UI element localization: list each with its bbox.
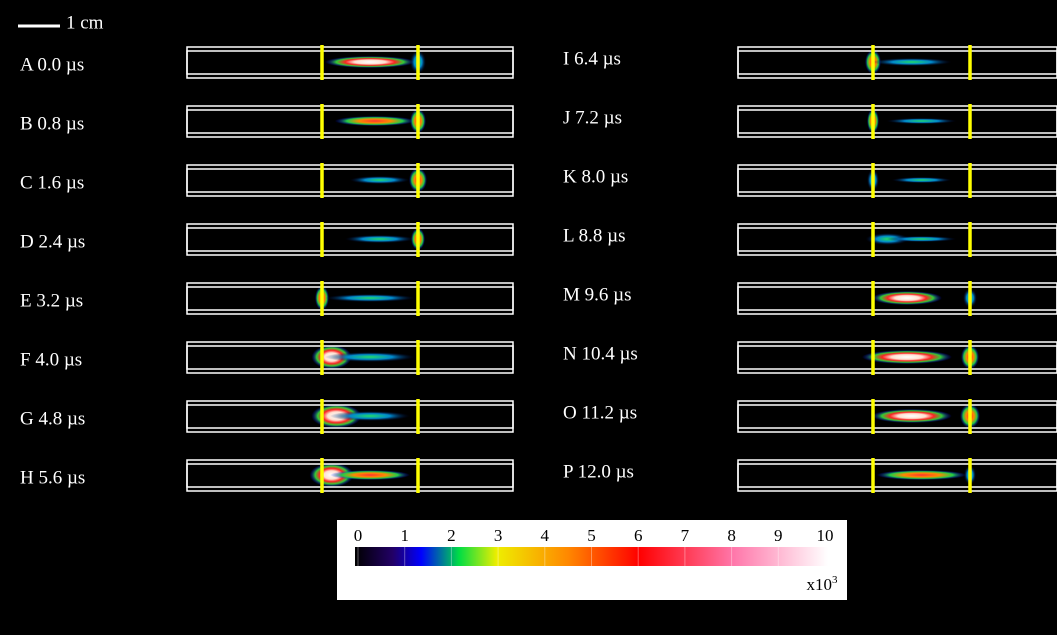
panel-label: D 2.4 µs — [20, 231, 85, 252]
tube-inner — [737, 227, 1057, 252]
tube-inner — [186, 286, 514, 311]
panels: A 0.0 µs B 0.8 µs C 1.6 µs D 2.4 µs E 3.2 µs… — [20, 45, 1057, 493]
panel-label: B 0.8 µs — [20, 113, 84, 134]
tube-inner — [186, 345, 514, 370]
colorbar-tick-label: 1 — [400, 526, 409, 545]
plasma-glow — [876, 470, 967, 480]
plasma-glow — [861, 350, 952, 364]
panel-label: I 6.4 µs — [563, 48, 621, 69]
scale-label: 1 cm — [66, 12, 104, 33]
tube-inner — [186, 463, 514, 488]
colorbar-tick-label: 3 — [494, 526, 503, 545]
plasma-glow — [349, 176, 410, 184]
colorbar-tick-label: 8 — [727, 526, 736, 545]
plasma-glow — [334, 116, 415, 126]
colorbar-tick-label: 0 — [354, 526, 363, 545]
plasma-glow — [886, 118, 957, 124]
colorbar-multiplier: x103 — [807, 574, 839, 594]
panel-label: L 8.8 µs — [563, 225, 626, 246]
plasma-glow — [330, 470, 410, 480]
panel-label: J 7.2 µs — [563, 107, 622, 128]
tube-inner — [737, 168, 1057, 193]
colorbar-tick-label: 6 — [634, 526, 643, 545]
tube-inner — [737, 404, 1057, 429]
colorbar-tick-label: 7 — [681, 526, 690, 545]
tube-inner — [186, 404, 514, 429]
tube-inner — [186, 50, 514, 75]
tube-inner — [737, 286, 1057, 311]
panel-label: G 4.8 µs — [20, 408, 85, 429]
colorbar-tick-label: 2 — [447, 526, 456, 545]
plasma-glow — [871, 291, 942, 305]
plasma-glow — [871, 409, 952, 423]
colorbar — [355, 547, 828, 566]
panel-label: P 12.0 µs — [563, 461, 634, 482]
colorbar-ticks: 0 1 2 3 4 5 6 7 8 9 10 — [354, 526, 834, 566]
tube-inner — [186, 109, 514, 134]
plasma-glow — [325, 294, 415, 302]
colorbar-tick-label: 9 — [774, 526, 783, 545]
plasma-glow — [891, 177, 952, 183]
plasma-glow — [871, 58, 952, 66]
tube-inner — [186, 227, 514, 252]
tube-inner — [737, 345, 1057, 370]
tube-inner — [186, 168, 514, 193]
panel-label: K 8.0 µs — [563, 166, 628, 187]
panel-label: E 3.2 µs — [20, 290, 83, 311]
plasma-glow — [325, 56, 415, 68]
panel-label: H 5.6 µs — [20, 467, 85, 488]
tube-inner — [737, 50, 1057, 75]
panel-label: O 11.2 µs — [563, 402, 637, 423]
panel-label: A 0.0 µs — [20, 54, 84, 75]
plasma-glow — [325, 352, 415, 362]
colorbar-tick-label: 4 — [541, 526, 550, 545]
plasma-glow — [344, 235, 415, 243]
plasma-glow — [886, 236, 957, 242]
panel-label: N 10.4 µs — [563, 343, 638, 364]
panel-label: C 1.6 µs — [20, 172, 84, 193]
tube-inner — [737, 463, 1057, 488]
tube-inner — [737, 109, 1057, 134]
colorbar-tick-label: 5 — [587, 526, 596, 545]
panel-label: F 4.0 µs — [20, 349, 82, 370]
plasma-glow — [330, 411, 410, 421]
colorbar-tick-label: 10 — [817, 526, 834, 545]
panel-label: M 9.6 µs — [563, 284, 632, 305]
